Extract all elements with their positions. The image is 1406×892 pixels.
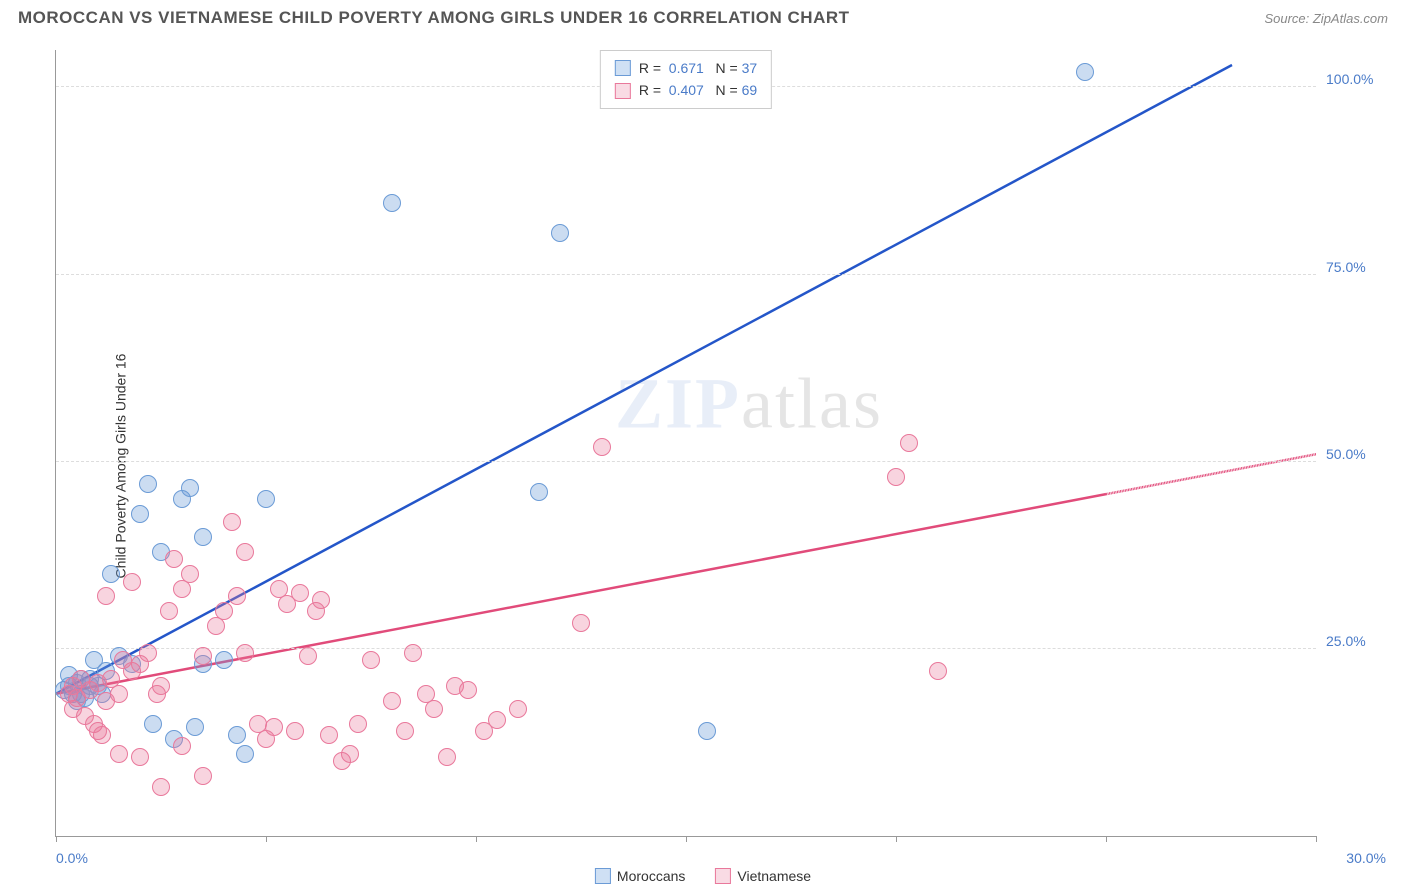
data-point <box>194 528 212 546</box>
trend-lines <box>56 50 1316 836</box>
data-point <box>102 565 120 583</box>
data-point <box>572 614 590 632</box>
data-point <box>186 718 204 736</box>
data-point <box>1076 63 1094 81</box>
x-tick <box>476 836 477 842</box>
legend-item-moroccans: Moroccans <box>595 868 685 884</box>
data-point <box>257 490 275 508</box>
swatch-vietnamese <box>615 83 631 99</box>
n-value-moroccans: 37 <box>742 60 758 76</box>
data-point <box>144 715 162 733</box>
data-point <box>114 651 132 669</box>
data-point <box>291 584 309 602</box>
data-point <box>181 565 199 583</box>
data-point <box>173 737 191 755</box>
data-point <box>887 468 905 486</box>
data-point <box>900 434 918 452</box>
data-point <box>265 718 283 736</box>
y-tick-label: 75.0% <box>1326 259 1386 275</box>
data-point <box>509 700 527 718</box>
x-tick <box>56 836 57 842</box>
data-point <box>139 644 157 662</box>
x-tick <box>1316 836 1317 842</box>
swatch-icon <box>595 868 611 884</box>
chart-title: MOROCCAN VS VIETNAMESE CHILD POVERTY AMO… <box>18 8 850 28</box>
data-point <box>223 513 241 531</box>
data-point <box>97 587 115 605</box>
data-point <box>165 550 183 568</box>
data-point <box>181 479 199 497</box>
data-point <box>160 602 178 620</box>
x-tick <box>686 836 687 842</box>
y-tick-label: 25.0% <box>1326 633 1386 649</box>
data-point <box>530 483 548 501</box>
data-point <box>270 580 288 598</box>
plot-area: R = 0.671 N = 37 R = 0.407 N = 69 ZIPatl… <box>55 50 1316 837</box>
data-point <box>698 722 716 740</box>
data-point <box>194 767 212 785</box>
data-point <box>110 685 128 703</box>
swatch-moroccans <box>615 60 631 76</box>
data-point <box>236 745 254 763</box>
data-point <box>383 692 401 710</box>
x-tick <box>266 836 267 842</box>
data-point <box>215 651 233 669</box>
r-value-vietnamese: 0.407 <box>669 82 704 98</box>
data-point <box>123 573 141 591</box>
data-point <box>341 745 359 763</box>
chart-source: Source: ZipAtlas.com <box>1264 11 1388 26</box>
gridline <box>56 274 1316 275</box>
data-point <box>404 644 422 662</box>
legend-row-moroccans: R = 0.671 N = 37 <box>615 57 757 79</box>
y-tick-label: 50.0% <box>1326 446 1386 462</box>
gridline <box>56 461 1316 462</box>
r-value-moroccans: 0.671 <box>669 60 704 76</box>
legend-row-vietnamese: R = 0.407 N = 69 <box>615 79 757 101</box>
x-tick-label-start: 0.0% <box>56 850 88 866</box>
data-point <box>475 722 493 740</box>
data-point <box>929 662 947 680</box>
legend-item-vietnamese: Vietnamese <box>715 868 811 884</box>
data-point <box>593 438 611 456</box>
data-point <box>438 748 456 766</box>
y-tick-label: 100.0% <box>1326 71 1386 87</box>
chart-area: Child Poverty Among Girls Under 16 R = 0… <box>0 40 1406 892</box>
data-point <box>236 644 254 662</box>
data-point <box>93 726 111 744</box>
correlation-legend: R = 0.671 N = 37 R = 0.407 N = 69 <box>600 50 772 109</box>
data-point <box>110 745 128 763</box>
data-point <box>551 224 569 242</box>
series-legend: Moroccans Vietnamese <box>595 868 811 884</box>
data-point <box>139 475 157 493</box>
data-point <box>459 681 477 699</box>
data-point <box>299 647 317 665</box>
data-point <box>320 726 338 744</box>
source-link[interactable]: ZipAtlas.com <box>1313 11 1388 26</box>
data-point <box>148 685 166 703</box>
chart-header: MOROCCAN VS VIETNAMESE CHILD POVERTY AMO… <box>0 0 1406 36</box>
watermark: ZIPatlas <box>615 362 883 445</box>
x-tick-label-end: 30.0% <box>1346 850 1386 866</box>
data-point <box>383 194 401 212</box>
data-point <box>85 651 103 669</box>
data-point <box>131 748 149 766</box>
swatch-icon <box>715 868 731 884</box>
data-point <box>194 647 212 665</box>
data-point <box>236 543 254 561</box>
n-value-vietnamese: 69 <box>742 82 758 98</box>
data-point <box>228 587 246 605</box>
data-point <box>131 505 149 523</box>
data-point <box>215 602 233 620</box>
x-tick <box>896 836 897 842</box>
data-point <box>362 651 380 669</box>
data-point <box>228 726 246 744</box>
data-point <box>152 778 170 796</box>
data-point <box>425 700 443 718</box>
data-point <box>312 591 330 609</box>
data-point <box>349 715 367 733</box>
data-point <box>396 722 414 740</box>
x-tick <box>1106 836 1107 842</box>
data-point <box>286 722 304 740</box>
